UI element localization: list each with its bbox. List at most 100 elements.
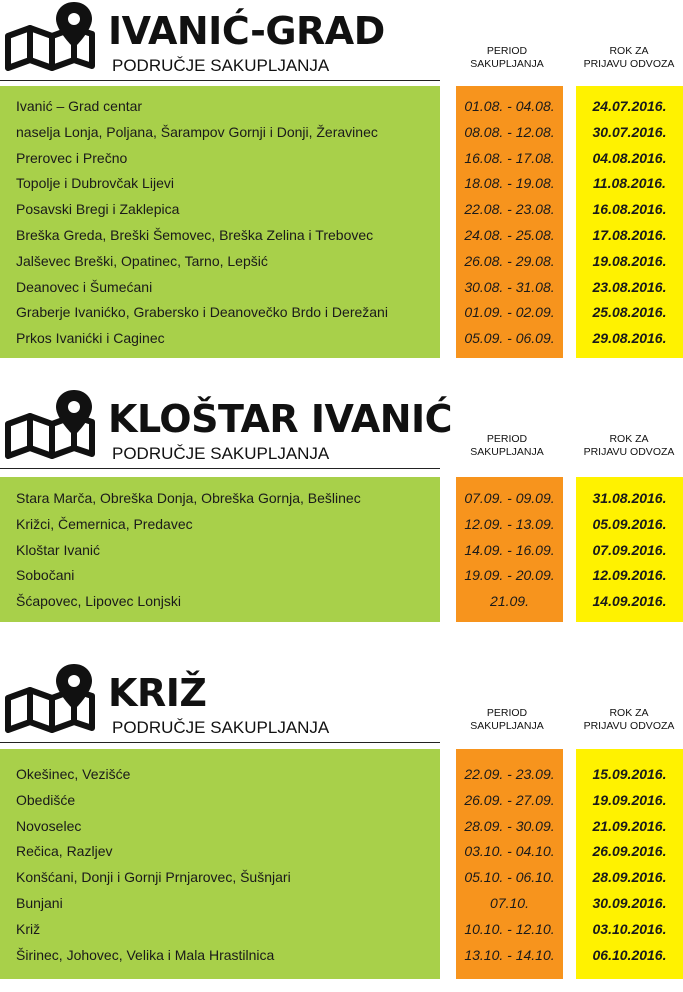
section-title: KRIŽ: [108, 671, 207, 715]
request-deadline: 23.08.2016.: [592, 278, 667, 295]
collection-period: 07.10.: [490, 895, 529, 911]
collection-period: 08.08. - 12.08.: [464, 123, 555, 140]
period-header-line-1: PERIOD: [486, 45, 528, 57]
divider: [0, 80, 440, 81]
place-column: [0, 477, 440, 622]
divider: [0, 742, 440, 743]
request-deadline: 24.07.2016.: [592, 98, 667, 114]
map-pin-icon: [5, 664, 95, 733]
request-deadline: 31.08.2016.: [592, 490, 667, 506]
request-deadline: 04.08.2016.: [592, 149, 667, 166]
place-name: Prerovec i Prečno: [16, 149, 128, 166]
collection-period: 28.09. - 30.09.: [464, 817, 555, 834]
collection-period: 07.09. - 09.09.: [464, 490, 555, 506]
collection-period: 22.09. - 23.09.: [464, 766, 555, 782]
collection-period: 30.08. - 31.08.: [464, 278, 555, 295]
collection-period: 16.08. - 17.08.: [464, 149, 555, 166]
request-deadline: 25.08.2016.: [592, 304, 667, 321]
request-deadline: 26.09.2016.: [592, 843, 667, 860]
period-header-line-2: SAKUPLJANJA: [470, 720, 544, 732]
period-column-header: PERIOD SAKUPLJANJA: [452, 707, 562, 733]
collection-period: 26.09. - 27.09.: [464, 791, 555, 808]
section-title: KLOŠTAR IVANIĆ: [108, 397, 453, 441]
place-name: Križ: [16, 920, 41, 937]
request-deadline: 19.08.2016.: [592, 252, 667, 269]
request-deadline: 07.09.2016.: [592, 541, 667, 558]
map-pin-icon: [5, 2, 95, 71]
period-column: [456, 749, 563, 979]
place-name: naselja Lonja, Poljana, Šarampov Gornji …: [16, 123, 378, 140]
place-name: Deanovec i Šumećani: [16, 278, 153, 295]
place-name: Bunjani: [16, 895, 63, 911]
period-header-line-2: SAKUPLJANJA: [470, 446, 544, 458]
place-column: [0, 86, 440, 358]
collection-period: 12.09. - 13.09.: [464, 515, 555, 532]
deadline-column: [576, 86, 683, 358]
section-subtitle: PODRUČJE SAKUPLJANJA: [112, 56, 330, 75]
place-name: Breška Greda, Breški Šemovec, Breška Zel…: [16, 227, 374, 243]
period-header-line-1: PERIOD: [486, 707, 528, 719]
request-deadline: 16.08.2016.: [592, 201, 667, 218]
request-deadline: 14.09.2016.: [592, 593, 667, 610]
period-header-line-2: SAKUPLJANJA: [470, 58, 544, 70]
section-subtitle: PODRUČJE SAKUPLJANJA: [112, 718, 330, 737]
place-column: [0, 749, 440, 979]
place-name: Sobočani: [16, 567, 75, 584]
collection-period: 05.10. - 06.10.: [464, 869, 555, 886]
place-name: Novoselec: [16, 817, 82, 834]
area-section: IVANIĆ-GRAD PODRUČJE SAKUPLJANJA PERIOD …: [0, 0, 683, 358]
place-name: Topolje i Dubrovčak Lijevi: [16, 175, 174, 192]
period-column: [456, 86, 563, 358]
place-name: Jalševec Breški, Opatinec, Tarno, Lepšić: [16, 252, 268, 269]
collection-period: 10.10. - 12.10.: [464, 920, 555, 937]
divider: [0, 468, 440, 469]
place-name: Obedišće: [16, 791, 76, 808]
collection-period: 19.09. - 20.09.: [464, 567, 555, 584]
place-name: Graberje Ivanićko, Grabersko i Deanovečk…: [16, 304, 388, 321]
request-deadline: 15.09.2016.: [592, 766, 667, 782]
collection-period: 21.09.: [490, 593, 529, 610]
place-name: Rečica, Razljev: [16, 843, 113, 860]
request-deadline: 29.08.2016.: [592, 330, 667, 347]
period-column: [456, 477, 563, 622]
request-deadline: 28.09.2016.: [592, 869, 667, 886]
deadline-header-line-2: PRIJAVU ODVOZA: [583, 720, 675, 732]
area-section: KRIŽ PODRUČJE SAKUPLJANJA PERIOD SAKUPLJ…: [0, 662, 683, 992]
place-name: Okešinec, Vezišće: [16, 766, 131, 782]
collection-period: 01.09. - 02.09.: [464, 304, 555, 321]
request-deadline: 17.08.2016.: [592, 227, 667, 243]
deadline-header-line-2: PRIJAVU ODVOZA: [583, 58, 675, 70]
request-deadline: 03.10.2016.: [592, 920, 667, 937]
place-name: Širinec, Johovec, Velika i Mala Hrastiln…: [16, 946, 275, 963]
request-deadline: 19.09.2016.: [592, 791, 667, 808]
deadline-column-header: ROK ZA PRIJAVU ODVOZA: [574, 707, 683, 733]
collection-period: 14.09. - 16.09.: [464, 541, 555, 558]
deadline-header-line-2: PRIJAVU ODVOZA: [583, 446, 675, 458]
deadline-header-line-1: ROK ZA: [609, 433, 649, 445]
place-name: Kloštar Ivanić: [16, 541, 101, 558]
collection-period: 26.08. - 29.08.: [464, 252, 555, 269]
deadline-column-header: ROK ZA PRIJAVU ODVOZA: [574, 45, 683, 71]
deadline-column: [576, 477, 683, 622]
request-deadline: 21.09.2016.: [592, 817, 667, 834]
collection-period: 13.10. - 14.10.: [464, 946, 555, 963]
place-name: Ivanić – Grad centar: [16, 98, 143, 114]
place-name: Prkos Ivanićki i Caginec: [16, 330, 165, 347]
place-name: Konšćani, Donji i Gornji Prnjarovec, Šuš…: [16, 869, 291, 886]
place-name: Križci, Čemernica, Predavec: [16, 515, 193, 532]
collection-period: 01.08. - 04.08.: [464, 98, 555, 114]
deadline-header-line-1: ROK ZA: [609, 707, 649, 719]
place-name: Šćapovec, Lipovec Lonjski: [16, 593, 181, 610]
request-deadline: 06.10.2016.: [592, 946, 667, 963]
request-deadline: 05.09.2016.: [592, 515, 667, 532]
deadline-column-header: ROK ZA PRIJAVU ODVOZA: [574, 433, 683, 459]
period-column-header: PERIOD SAKUPLJANJA: [452, 433, 562, 459]
deadline-column: [576, 749, 683, 979]
collection-period: 05.09. - 06.09.: [464, 330, 555, 347]
collection-period: 22.08. - 23.08.: [464, 201, 555, 218]
section-subtitle: PODRUČJE SAKUPLJANJA: [112, 444, 330, 463]
collection-period: 24.08. - 25.08.: [464, 227, 555, 243]
place-name: Stara Marča, Obreška Donja, Obreška Gorn…: [16, 490, 361, 506]
section-title: IVANIĆ-GRAD: [108, 9, 385, 53]
request-deadline: 12.09.2016.: [592, 567, 667, 584]
